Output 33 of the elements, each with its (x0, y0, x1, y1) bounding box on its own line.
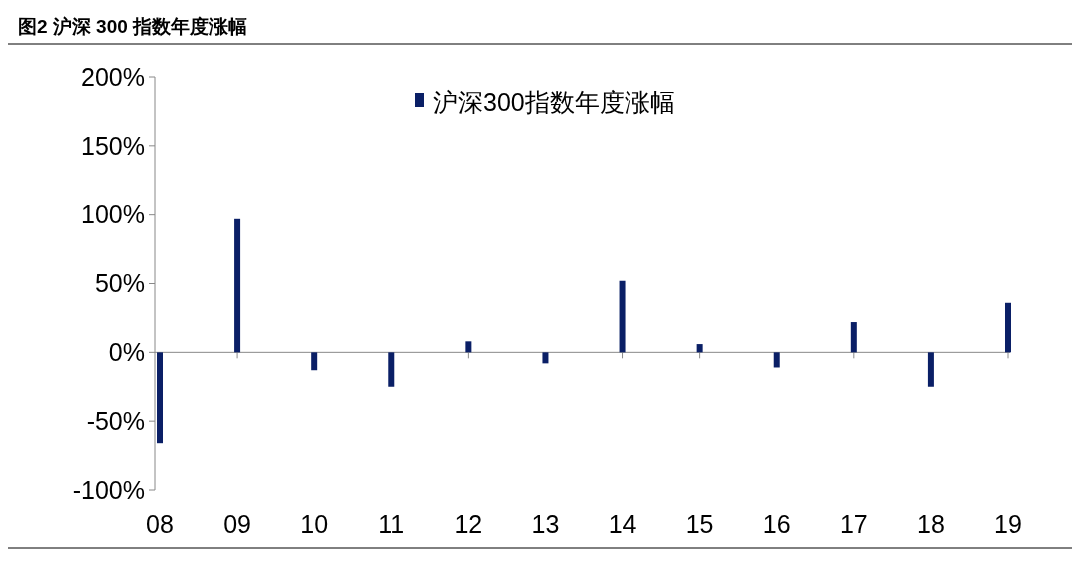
bar (157, 352, 163, 444)
y-tick-label: 100% (81, 200, 145, 229)
bar (311, 352, 318, 371)
x-tick-label: 11 (378, 510, 405, 538)
x-tick-label: 15 (685, 510, 714, 538)
bar (773, 352, 780, 368)
x-tick-label: 16 (762, 510, 791, 538)
x-tick-label: 19 (994, 510, 1022, 538)
y-tick-label: -100% (72, 475, 145, 504)
legend-label: 沪深300指数年度涨幅 (433, 88, 675, 116)
chart-title: 图2 沪深 300 指数年度涨幅 (18, 16, 248, 37)
x-tick-label: 17 (839, 510, 868, 538)
bar (234, 218, 241, 353)
y-tick-label: 150% (81, 131, 145, 160)
bar (542, 352, 549, 364)
x-tick-label: 12 (454, 510, 483, 538)
bar (619, 280, 626, 353)
x-tick-label: 10 (300, 510, 329, 538)
x-tick-label: 13 (531, 510, 560, 538)
bar (1005, 302, 1011, 353)
bar (388, 352, 395, 387)
y-tick-label: 0% (108, 338, 145, 367)
bar (696, 344, 703, 353)
y-tick-label: -50% (86, 406, 145, 435)
bar (465, 341, 472, 353)
bar (927, 352, 934, 387)
bar (850, 322, 857, 353)
x-tick-label: 14 (608, 510, 637, 538)
x-tick-label: 18 (917, 510, 945, 538)
x-tick-label: 09 (223, 510, 251, 538)
x-tick-label: 08 (146, 510, 174, 538)
y-tick-label: 50% (94, 269, 145, 298)
y-tick-label: 200% (81, 62, 145, 91)
